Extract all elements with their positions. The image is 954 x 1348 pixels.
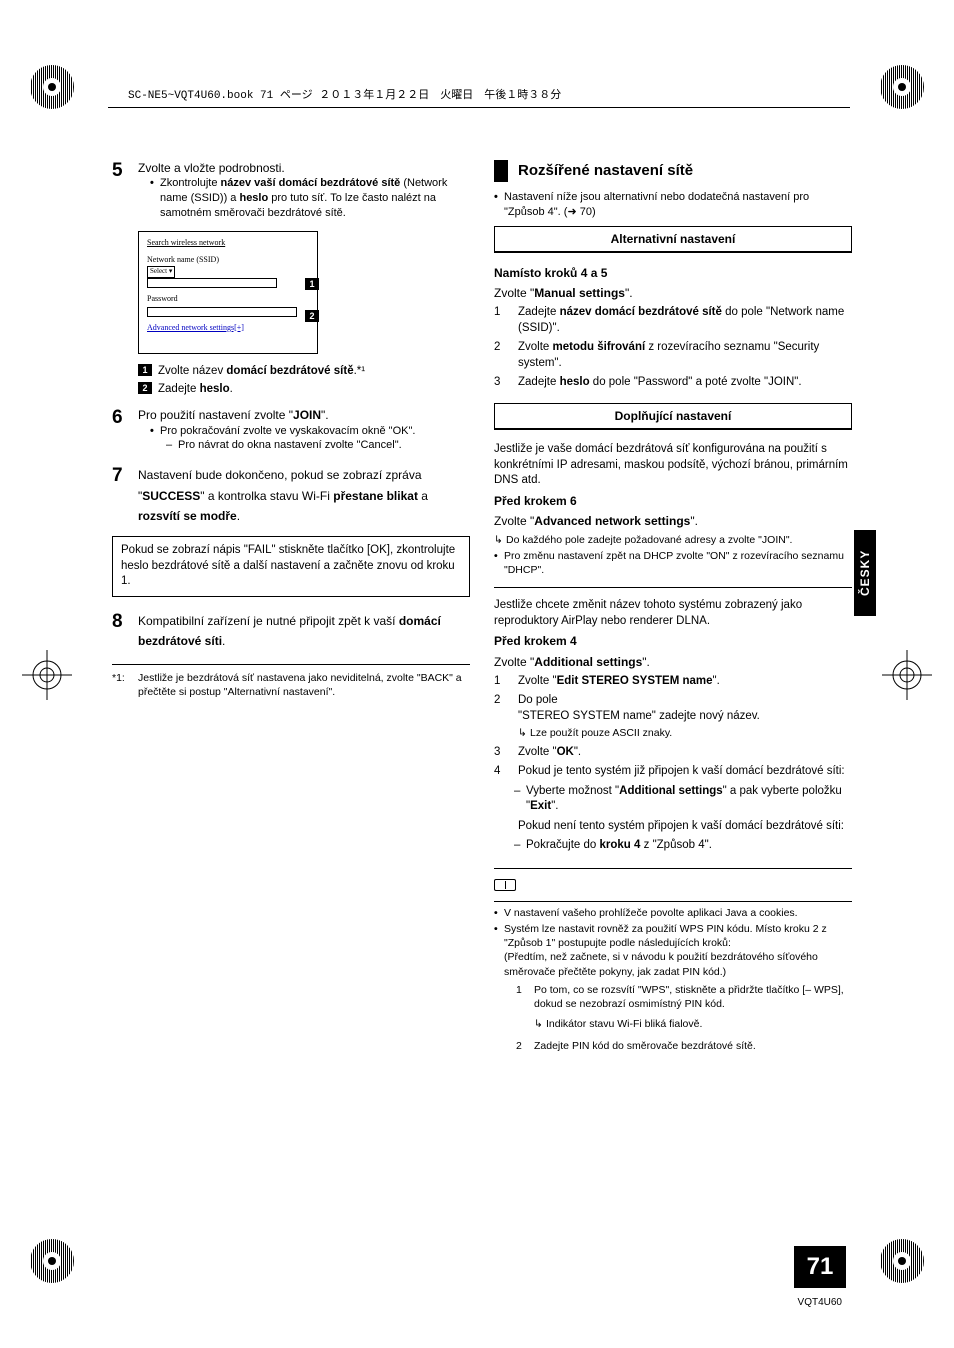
- frame2-body: Jestliže je vaše domácí bezdrátová síť k…: [494, 442, 852, 869]
- page-body: 5 Zvolte a vložte podrobnosti. Zkontrolu…: [112, 160, 852, 1061]
- header-rule: [108, 107, 850, 108]
- note-1: V nastavení vašeho prohlížeče povolte ap…: [494, 906, 852, 920]
- frame-title: Doplňující nastavení: [495, 404, 851, 429]
- step-text: Kompatibilní zařízení je nutné připojit …: [138, 611, 470, 652]
- step-number: 5: [112, 160, 138, 223]
- ui-password-label: Password: [147, 294, 309, 305]
- note-sub1-arrow: Indikátor stavu Wi-Fi bliká fialově.: [534, 1017, 852, 1031]
- ui-legend: 1 Zvolte název domácí bezdrátové sítě.*¹…: [138, 364, 470, 397]
- footnote-1: *1: Jestliže je bezdrátová síť nastavena…: [112, 671, 470, 699]
- fail-note-box: Pokud se zobrazí nápis "FAIL" stiskněte …: [112, 536, 470, 597]
- crop-mark-bottom-right: [875, 1234, 929, 1288]
- step6-sub: Pro návrat do okna nastavení zvolte "Can…: [160, 438, 470, 453]
- section-heading: Rozšířené nastavení sítě: [494, 160, 852, 182]
- f2-s4-dash2: Pokračujte do kroku 4 z "Způsob 4".: [526, 839, 712, 851]
- step-text: Pro použití nastavení zvolte "JOIN".: [138, 407, 470, 423]
- frame1-line: Zvolte "Manual settings".: [494, 285, 852, 301]
- legend-2-icon: 2: [138, 382, 152, 394]
- f2-arrow1: Do každého pole zadejte požadované adres…: [494, 533, 852, 547]
- callout-1-icon: 1: [305, 278, 319, 290]
- f2-bold1: Před krokem 6: [494, 494, 577, 508]
- step-6: 6 Pro použití nastavení zvolte "JOIN". P…: [112, 407, 470, 455]
- step5-bullet: Zkontrolujte název vaší domácí bezdrátov…: [150, 176, 470, 221]
- wifi-settings-screenshot: Search wireless network Network name (SS…: [138, 231, 318, 355]
- step-number: 8: [112, 611, 138, 652]
- f2-para2: Jestliže chcete změnit název tohoto syst…: [494, 598, 852, 629]
- note-sub2: Zadejte PIN kód do směrovače bezdrátové …: [534, 1040, 756, 1052]
- f2-para1: Jestliže je vaše domácí bezdrátová síť k…: [494, 442, 852, 489]
- step-5: 5 Zvolte a vložte podrobnosti. Zkontrolu…: [112, 160, 470, 223]
- f2-line1: Zvolte "Advanced network settings".: [494, 513, 852, 529]
- f2-line2: Zvolte "Additional settings".: [494, 654, 852, 670]
- f2-s3: Zvolte "OK".: [518, 746, 581, 758]
- legend-1-text: Zvolte název domácí bezdrátové sítě.*¹: [158, 364, 365, 380]
- footnote-rule: [112, 664, 470, 665]
- language-tab: ČESKY: [854, 530, 876, 616]
- note-2: Systém lze nastavit rovněž za použití WP…: [494, 922, 852, 1053]
- registration-mark-left: [22, 650, 72, 700]
- step-8: 8 Kompatibilní zařízení je nutné připoji…: [112, 611, 470, 652]
- note-sub1: Po tom, co se rozsvítí "WPS", stiskněte …: [534, 984, 844, 1010]
- step-text: Nastavení bude dokončeno, pokud se zobra…: [138, 465, 470, 526]
- f2-bold2: Před krokem 4: [494, 634, 577, 648]
- frame1-body: Namísto kroků 4 a 5 Zvolte "Manual setti…: [494, 265, 852, 391]
- callout-2-icon: 2: [305, 310, 319, 322]
- divider: [494, 868, 852, 869]
- f2-s2b: "STEREO SYSTEM name" zadejte nový název.: [518, 710, 760, 722]
- crop-mark-top-left: [25, 60, 79, 114]
- divider: [494, 587, 852, 588]
- ui-advanced-link: Advanced network settings[+]: [147, 323, 309, 334]
- step6-bullet: Pro pokračování zvolte ve vyskakovacím o…: [150, 424, 470, 454]
- legend-2-text: Zadejte heslo.: [158, 382, 233, 398]
- alt-settings-frame: Alternativní nastavení: [494, 226, 852, 253]
- running-head: SC-NE5~VQT4U60.book 71 ページ ２０１３年１月２２日 火曜…: [128, 86, 561, 102]
- f2-s4a: Pokud je tento systém již připojen k vaš…: [518, 765, 845, 777]
- ui-ssid-label: Network name (SSID): [147, 255, 309, 266]
- f2-s4-dash: Vyberte možnost "Additional settings" a …: [526, 785, 842, 813]
- add-settings-frame: Doplňující nastavení: [494, 403, 852, 430]
- f2-s4b: Pokud není tento systém připojen k vaší …: [518, 819, 852, 835]
- crop-mark-top-right: [875, 60, 929, 114]
- crop-mark-bottom-left: [25, 1234, 79, 1288]
- f1-item2: Zvolte metodu šifrování z rozevíracího s…: [518, 341, 819, 369]
- ui-search-link: Search wireless network: [147, 238, 309, 249]
- notes-block: V nastavení vašeho prohlížeče povolte ap…: [494, 879, 852, 1054]
- section-bar-icon: [494, 160, 508, 182]
- f1-item1: Zadejte název domácí bezdrátové sítě do …: [518, 306, 844, 334]
- model-code: VQT4U60: [798, 1297, 842, 1308]
- note-icon: [494, 879, 516, 891]
- ui-password-input: [147, 307, 297, 317]
- registration-mark-right: [882, 650, 932, 700]
- step-number: 7: [112, 465, 138, 526]
- f2-s1: Zvolte "Edit STEREO SYSTEM name".: [518, 675, 720, 687]
- footnote-text: Jestliže je bezdrátová síť nastavena jak…: [138, 671, 470, 699]
- f2-s2a: Do pole: [518, 694, 558, 706]
- page-number: 71: [794, 1246, 846, 1288]
- right-column: Rozšířené nastavení sítě Nastavení níže …: [494, 160, 852, 1061]
- step-7: 7 Nastavení bude dokončeno, pokud se zob…: [112, 465, 470, 526]
- frame-title: Alternativní nastavení: [495, 227, 851, 252]
- step-number: 6: [112, 407, 138, 455]
- f1-item3: Zadejte heslo do pole "Password" a poté …: [518, 376, 802, 388]
- footnote-label: *1:: [112, 671, 138, 699]
- step-text: Zvolte a vložte podrobnosti.: [138, 160, 470, 176]
- section-intro: Nastavení níže jsou alternativní nebo do…: [494, 190, 852, 220]
- section-title: Rozšířené nastavení sítě: [518, 161, 693, 181]
- legend-1-icon: 1: [138, 364, 152, 376]
- f2-bullet1: Pro změnu nastavení zpět na DHCP zvolte …: [494, 549, 852, 577]
- f2-s2-arrow: Lze použít pouze ASCII znaky.: [518, 726, 852, 740]
- note-2-paren: (Předtím, než začnete, si v návodu k pou…: [504, 951, 818, 977]
- frame1-lead: Namísto kroků 4 a 5: [494, 266, 607, 280]
- ui-ssid-input: [147, 278, 277, 288]
- left-column: 5 Zvolte a vložte podrobnosti. Zkontrolu…: [112, 160, 470, 1061]
- ui-ssid-select: Select ▾: [147, 266, 175, 277]
